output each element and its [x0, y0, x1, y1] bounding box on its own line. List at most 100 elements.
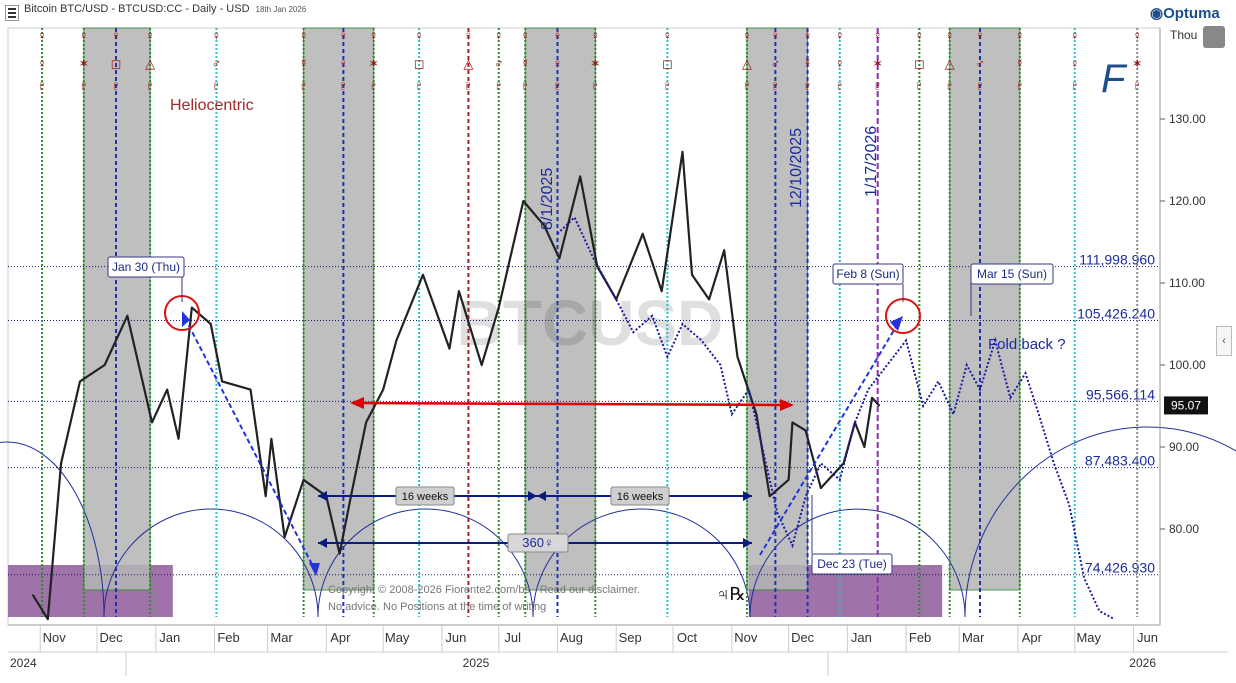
aspect-glyph: ♀ [338, 56, 348, 71]
planet-glyph: ♇ [79, 78, 89, 93]
planet-glyph: ♀ [79, 28, 89, 43]
date-box: Mar 15 (Sun) [977, 267, 1047, 281]
planet-glyph: ♀ [742, 28, 752, 43]
x-tick-label: Dec [791, 630, 815, 645]
aspect-glyph: ☿ [1015, 56, 1025, 71]
planet-glyph: ♇ [1132, 78, 1142, 93]
planet-glyph: ♇ [835, 78, 845, 93]
weeks-label: 16 weeks [402, 491, 449, 503]
chart-menu-button[interactable] [5, 5, 19, 21]
y-tick-label: 90.00 [1169, 440, 1199, 454]
planet-glyph: ♇ [770, 78, 780, 93]
planet-glyph: ♇ [975, 78, 985, 93]
aspect-glyph: ✶ [78, 56, 89, 71]
y-tick-label: 100.00 [1169, 358, 1206, 372]
arrow-head [537, 491, 546, 501]
planet-glyph: ♇ [464, 78, 474, 93]
planet-glyph: ♀ [111, 28, 121, 43]
planet-glyph: ♇ [520, 78, 530, 93]
planet-glyph: ♀ [369, 28, 379, 43]
planet-glyph: ♇ [1015, 78, 1025, 93]
x-tick-label: Mar [962, 630, 985, 645]
aspect-glyph: ◻ [111, 56, 122, 71]
red-arrow [359, 401, 786, 407]
aspect-glyph: △ [463, 56, 473, 71]
planet-glyph: ♀ [494, 28, 504, 43]
copyright-text: Copyright © 2008-2026 Fiorente2.com/bs -… [328, 584, 640, 596]
date-box: Feb 8 (Sun) [836, 267, 899, 281]
aspect-glyph: ◻ [662, 56, 673, 71]
aspect-glyph: ♂ [212, 56, 222, 71]
degree-label: 360♀ [522, 535, 553, 550]
level-label: 111,998.960 [1079, 252, 1155, 268]
planet-glyph: ♇ [145, 78, 155, 93]
planet-glyph: ♇ [662, 78, 672, 93]
aspect-glyph: ♀ [1070, 56, 1080, 71]
collapse-panel-button[interactable]: ‹ [1216, 326, 1232, 356]
planet-glyph: ♇ [914, 78, 924, 93]
chart-header: Bitcoin BTC/USD - BTCUSD:CC - Daily - US… [24, 3, 306, 15]
planet-glyph: ♀ [1015, 28, 1025, 43]
aspect-glyph: ♀ [553, 56, 563, 71]
shaded-band [303, 27, 375, 591]
brand-logo: ◉Optuma [1150, 4, 1220, 22]
chart-title: Bitcoin BTC/USD - BTCUSD:CC - Daily - US… [24, 3, 250, 15]
planet-glyph: ♀ [1132, 28, 1142, 43]
brand-icon: ◉ [1150, 5, 1164, 22]
planet-glyph: ♀ [414, 28, 424, 43]
advice-text: No advice. No Positions at the time of w… [328, 601, 546, 613]
aspect-glyph: ✶ [1132, 56, 1143, 71]
arrow-head [318, 491, 327, 501]
arrow-head [743, 491, 752, 501]
unit-label: Thou [1170, 28, 1198, 42]
chart-date: 18th Jan 2026 [255, 5, 307, 14]
watermark: BTCUSD [457, 287, 724, 359]
brand-name: Optuma [1163, 5, 1220, 22]
cycle-arc [964, 426, 1236, 618]
planet-glyph: ♀ [770, 28, 780, 43]
planet-glyph: ♇ [111, 78, 121, 93]
planet-glyph: ♇ [590, 78, 600, 93]
x-tick-label: Apr [330, 630, 351, 645]
x-tick-label: Jul [504, 630, 521, 645]
planet-glyph: ♇ [414, 78, 424, 93]
aspect-glyph: ✶ [368, 56, 379, 71]
planet-glyph: ♇ [299, 78, 309, 93]
heliocentric-label: Heliocentric [170, 97, 254, 114]
date-box-box [832, 263, 904, 285]
year-label: 2025 [463, 656, 490, 670]
date-box-box [107, 256, 185, 278]
lock-icon[interactable] [1203, 26, 1225, 48]
planet-glyph: ♀ [145, 28, 155, 43]
level-label: 87,483.400 [1085, 453, 1155, 469]
cycle-arc [532, 508, 751, 618]
aspect-glyph: ✶ [872, 56, 883, 71]
planet-glyph: ♀ [662, 28, 672, 43]
y-tick-label: 120.00 [1169, 194, 1206, 208]
planet-glyph: ♇ [494, 78, 504, 93]
planet-glyph: ♀ [945, 28, 955, 43]
fiorente-logo: F [1101, 57, 1128, 101]
projection-arrow [759, 319, 901, 556]
planet-glyph: ♀ [1070, 28, 1080, 43]
aspect-glyph: △ [742, 56, 752, 71]
arrow-head [528, 491, 537, 501]
date-box-box [811, 553, 893, 575]
planet-glyph: ♇ [212, 78, 222, 93]
rotated-date-label: 12/10/2025 [788, 128, 805, 208]
planet-glyph: ♇ [37, 78, 47, 93]
planet-glyph: ♀ [590, 28, 600, 43]
aspect-glyph: ♂ [494, 56, 504, 71]
rotated-date-label: 1/17/2026 [863, 126, 880, 197]
planet-glyph: ♇ [1070, 78, 1080, 93]
aspect-glyph: △ [945, 56, 955, 71]
cycle-arc [0, 441, 105, 618]
x-tick-label: Sep [619, 630, 642, 645]
weeks-label-box [395, 486, 455, 506]
aspect-glyph: ☿ [803, 56, 813, 71]
planet-glyph: ♀ [37, 28, 47, 43]
planet-glyph: ♇ [873, 78, 883, 93]
aspect-glyph: ♀ [37, 56, 47, 71]
current-price-box [1164, 396, 1208, 415]
